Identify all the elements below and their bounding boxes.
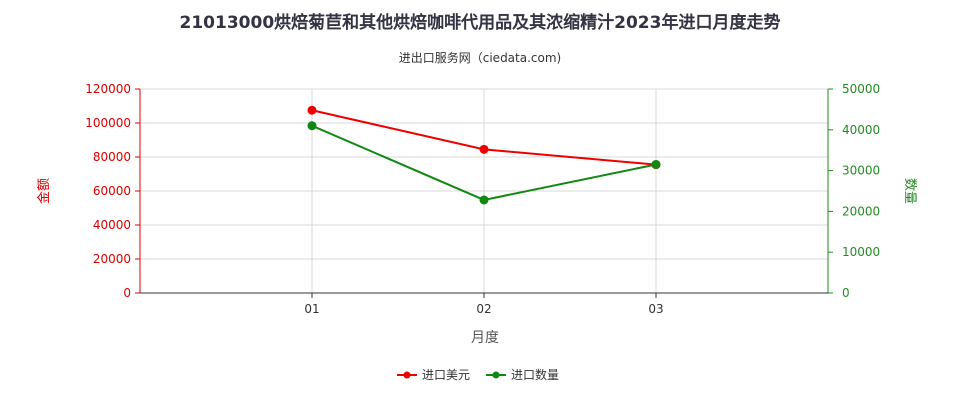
- y-right-tick-label: 10000: [842, 245, 880, 259]
- x-tick-label: 01: [304, 302, 319, 316]
- y-left-tick-label: 80000: [93, 150, 131, 164]
- legend-label: 进口数量: [511, 367, 559, 382]
- data-point: [307, 121, 317, 131]
- legend: 进口美元 进口数量: [397, 367, 559, 382]
- data-point: [307, 105, 317, 115]
- legend-marker: [492, 371, 500, 379]
- series-2: [307, 121, 661, 205]
- legend-item-1: 进口美元: [397, 368, 470, 382]
- y-left-tick-label: 60000: [93, 184, 131, 198]
- legend-item-2: 进口数量: [486, 367, 559, 382]
- y-right-tick-label: 40000: [842, 123, 880, 137]
- x-axis-ticks: 01 02 03: [304, 293, 664, 316]
- grid-lines: [140, 88, 829, 293]
- y-right-tick-label: 50000: [842, 82, 880, 96]
- chart-title: 21013000烘焙菊苣和其他烘焙咖啡代用品及其浓缩精汁2023年进口月度走势: [180, 12, 781, 33]
- y-left-tick-label: 100000: [85, 116, 131, 130]
- left-axis-ticks: 0 20000 40000 60000 80000 100000 120000: [85, 82, 140, 300]
- y-left-tick-label: 40000: [93, 218, 131, 232]
- y-right-tick-label: 20000: [842, 204, 880, 218]
- y-left-tick-label: 0: [123, 286, 131, 300]
- x-tick-label: 03: [648, 302, 663, 316]
- y-left-tick-label: 20000: [93, 252, 131, 266]
- x-axis-label: 月度: [471, 330, 499, 346]
- legend-marker: [403, 371, 411, 379]
- data-point: [479, 144, 489, 154]
- y-axis-left-label: 金额: [36, 178, 52, 204]
- chart-subtitle: 进出口服务网（ciedata.com): [399, 50, 561, 65]
- y-right-tick-label: 0: [842, 286, 850, 300]
- y-axis-right-label: 数量: [902, 178, 917, 204]
- right-axis-ticks: 0 10000 20000 30000 40000 50000: [828, 82, 880, 300]
- data-point: [651, 159, 661, 169]
- y-left-tick-label: 120000: [85, 82, 131, 96]
- y-right-tick-label: 30000: [842, 164, 880, 178]
- legend-label: 进口美元: [422, 368, 470, 382]
- series-group: [307, 105, 661, 205]
- data-point: [479, 195, 489, 205]
- x-tick-label: 02: [476, 302, 491, 316]
